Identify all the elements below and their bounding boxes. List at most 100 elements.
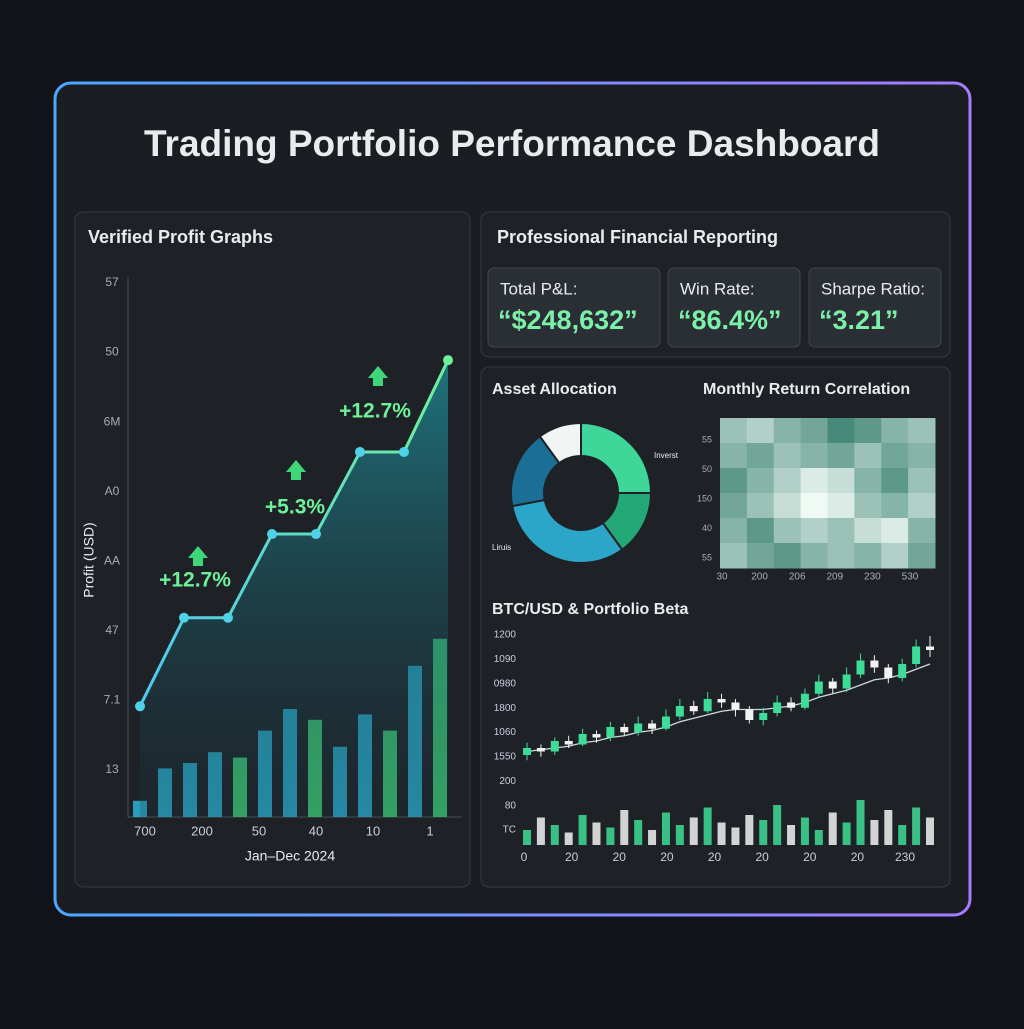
heat-cell [720,493,748,519]
candle-body [926,646,934,650]
heat-cell [854,468,882,494]
line [138,359,450,707]
candle-body [592,734,601,738]
x-tick-label: 10 [366,823,380,838]
y-tick-label: 1200 [494,630,517,641]
candle-body [745,709,754,720]
candle-body [898,664,907,678]
candle-body [675,706,684,717]
x-tick-label: 530 [902,572,919,583]
volume-bar [703,807,712,845]
volume-bar [787,825,796,845]
y-tick-label: 50 [105,345,119,359]
heat-cell [800,493,828,519]
arrow [188,546,208,566]
volume-bar [884,810,893,845]
heat-cell [746,418,775,444]
y-tick-label: 7.1 [104,693,121,707]
candle-body [648,723,657,729]
heat-cell [881,543,909,569]
candle-body [842,674,851,689]
y-tick-label: 1090 [494,654,517,665]
candle-body [689,706,698,712]
heat-cell [800,518,828,544]
y-tick-label: 13 [105,762,119,776]
volume-bar [856,800,865,845]
kpi-label: Sharpe Ratio: [821,279,925,298]
heat-cell [773,518,802,544]
heat-cell [881,468,909,494]
heat-cell [854,543,882,569]
panel-title: Professional Financial Reporting [497,227,778,247]
y-tick-label: 200 [499,776,516,787]
candle-body [787,702,796,708]
y-tick-label: 47 [105,623,119,637]
heat-cell [908,543,936,569]
y-label: Profit (USD) [81,522,97,597]
title: Trading Portfolio Performance Dashboard [144,123,880,164]
heat-cell [720,418,748,444]
x-tick-label: 230 [864,572,881,583]
heat-cell [827,418,855,444]
heat-cell [720,518,748,544]
donut-label: Inverst [654,451,679,460]
heat-cell [773,493,802,519]
x-tick-label: 20 [708,850,722,864]
annotation: +12.7% [339,400,411,423]
candle-body [773,702,782,713]
heat-cell [827,493,855,519]
y-tick-label: 55 [702,552,712,562]
kpi-card [487,267,661,348]
heat-cell [800,468,828,494]
arrow [368,366,388,386]
x-tick-label: 50 [252,823,266,838]
x-tick-label: 200 [191,823,213,838]
heat-cell [800,543,828,569]
y-tick-label: 57 [105,275,119,289]
heat-cell [827,468,855,494]
volume-bar [814,830,823,845]
heat-cell [720,468,748,494]
candle-body [550,741,559,752]
point [311,529,321,540]
y-tick-label: AA [104,553,120,567]
chart-title: Asset Allocation [492,381,617,398]
heat-cell [881,518,909,544]
candle-body [620,727,629,733]
kpi-card [667,267,801,348]
candle-body [717,699,726,703]
point [135,701,145,712]
heat-cell [827,443,855,469]
kpi-value: “$248,632” [498,305,638,335]
volume-bar [926,817,934,845]
volume-bar [689,817,698,845]
x-tick-label: 30 [716,572,728,583]
candle-body [634,723,643,733]
y-tick-label: 80 [505,800,517,811]
volume-bar [550,825,559,845]
candle-body [800,693,809,708]
kpi-value: “86.4%” [678,305,782,335]
volume-bar [606,827,615,845]
y-tick-label: TC [503,825,516,836]
x-tick-label: 206 [789,572,806,583]
heat-cell [827,543,855,569]
heat-cell [773,543,802,569]
x-tick-label: 40 [309,823,323,838]
heat-cell [908,468,936,494]
donut-label: Liruis [492,543,511,552]
x-tick-label: 230 [895,850,915,864]
x-tick-label: 0 [521,850,528,864]
candle-body [884,667,893,678]
heat-cell [800,418,828,444]
heat-cell [908,518,936,544]
candle-body [564,741,573,745]
kpi-label: Win Rate: [680,279,755,298]
y-tick-label: 50 [702,464,712,474]
heat-cell [908,493,936,519]
x-tick-label: 20 [755,850,769,864]
point [355,446,365,457]
x-tick-label: 20 [660,850,674,864]
